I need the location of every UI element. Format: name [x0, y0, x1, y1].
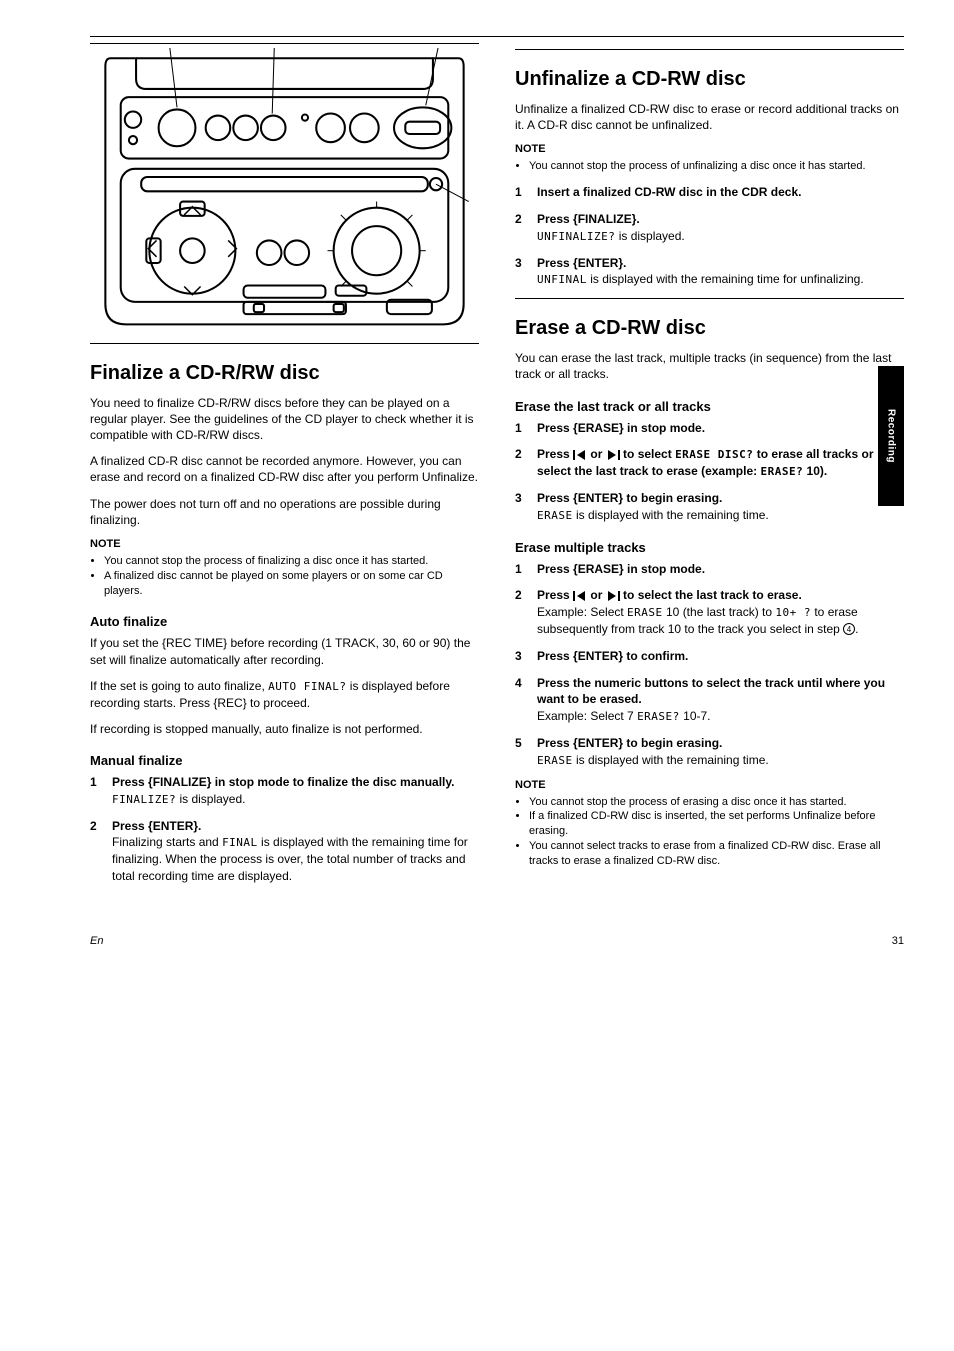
unfinalize-note-item: You cannot stop the process of unfinaliz… [529, 159, 904, 174]
side-tab-recording: Recording [878, 366, 904, 506]
finalize-note-item: You cannot stop the process of finalizin… [104, 554, 479, 569]
left-column: Finalize a CD-R/RW disc You need to fina… [90, 43, 479, 895]
erase-note-item: You cannot stop the process of erasing a… [529, 795, 904, 810]
step4-ref-icon: 4 [843, 622, 855, 636]
seg-erase2: ERASE [627, 606, 663, 619]
unfinalize-p1: Unfinalize a finalized CD-RW disc to era… [515, 101, 904, 133]
erase-multi-title: Erase multiple tracks [515, 540, 904, 555]
step-item: 5 Press {ENTER} to begin erasing. ERASE … [515, 735, 904, 769]
unfinalize-title: Unfinalize a CD-RW disc [515, 68, 904, 91]
right-column: Unfinalize a CD-RW disc Unfinalize a fin… [515, 43, 904, 895]
auto-finalize-p2: If the set is going to auto finalize, AU… [90, 678, 479, 711]
next-track-icon [606, 588, 620, 602]
step-item: 2 Press or to select the last track to e… [515, 587, 904, 637]
prev-track-icon [573, 447, 587, 461]
erase-p1: You can erase the last track, multiple t… [515, 350, 904, 382]
next-track-icon [606, 447, 620, 461]
unfinalize-steps: 1 Insert a finalized CD-RW disc in the C… [515, 184, 904, 288]
seg-unfinal: UNFINAL [537, 273, 587, 286]
step-item: 2 Press {FINALIZE}. UNFINALIZE? is displ… [515, 211, 904, 245]
step-item: 3 Press {ENTER} to confirm. [515, 648, 904, 665]
erase-last-steps: 1 Press {ERASE} in stop mode. 2 Press or… [515, 420, 904, 524]
seg-10plus: 10+ ? [775, 606, 811, 619]
seg-auto-final: AUTO FINAL? [268, 680, 346, 693]
auto-finalize-p1: If you set the {REC TIME} before recordi… [90, 635, 479, 667]
step-item: 1 Press {FINALIZE} in stop mode to final… [90, 774, 479, 808]
footer-page: 31 [892, 935, 904, 947]
finalize-note-item: A finalized disc cannot be played on som… [104, 569, 479, 599]
auto-finalize-title: Auto finalize [90, 614, 479, 629]
seg-erase3: ERASE [537, 754, 573, 767]
device-illustration [90, 48, 479, 335]
finalize-p3: The power does not turn off and no opera… [90, 496, 479, 528]
unfinalize-notes: You cannot stop the process of unfinaliz… [515, 159, 904, 174]
device-illustration-frame [90, 43, 479, 344]
seg-erase-disc: ERASE DISC? [675, 448, 753, 461]
page-footer: En 31 [90, 935, 904, 947]
seg-erase: ERASE [537, 509, 573, 522]
step-item: 4 Press the numeric buttons to select th… [515, 675, 904, 725]
footer-lang: En [90, 935, 103, 947]
step-item: 1 Press {ERASE} in stop mode. [515, 420, 904, 437]
seg-finalize: FINALIZE? [112, 793, 176, 806]
erase-multi-steps: 1 Press {ERASE} in stop mode. 2 Press or… [515, 561, 904, 769]
manual-finalize-steps: 1 Press {FINALIZE} in stop mode to final… [90, 774, 479, 885]
finalize-title: Finalize a CD-R/RW disc [90, 362, 479, 385]
step-item: 1 Press {ERASE} in stop mode. [515, 561, 904, 578]
erase-note-label: NOTE [515, 779, 904, 791]
erase-notes: You cannot stop the process of erasing a… [515, 795, 904, 869]
prev-track-icon [573, 588, 587, 602]
finalize-p2: A finalized CD-R disc cannot be recorded… [90, 453, 479, 485]
unfinalize-note-label: NOTE [515, 143, 904, 155]
step-item: 3 Press {ENTER}. UNFINAL is displayed wi… [515, 255, 904, 289]
step-item: 3 Press {ENTER} to begin erasing. ERASE … [515, 490, 904, 524]
erase-title: Erase a CD-RW disc [515, 317, 904, 340]
seg-erase-q: ERASE? [760, 465, 803, 478]
manual-finalize-title: Manual finalize [90, 753, 479, 768]
finalize-p1: You need to finalize CD-R/RW discs befor… [90, 395, 479, 444]
seg-unfinalize: UNFINALIZE? [537, 230, 615, 243]
finalize-notes: You cannot stop the process of finalizin… [90, 554, 479, 599]
step-item: 2 Press or to select ERASE DISC? to eras… [515, 446, 904, 480]
seg-final: FINAL [222, 836, 258, 849]
auto-finalize-p3: If recording is stopped manually, auto f… [90, 721, 479, 737]
finalize-note-label: NOTE [90, 538, 479, 550]
erase-note-item: You cannot select tracks to erase from a… [529, 839, 904, 869]
step-item: 2 Press {ENTER}. Finalizing starts and F… [90, 818, 479, 885]
svg-text:4: 4 [847, 625, 852, 634]
seg-erase-q2: ERASE? [637, 710, 680, 723]
step-item: 1 Insert a finalized CD-RW disc in the C… [515, 184, 904, 201]
top-rule [90, 36, 904, 37]
erase-last-title: Erase the last track or all tracks [515, 399, 904, 414]
erase-note-item: If a finalized CD-RW disc is inserted, t… [529, 809, 904, 839]
